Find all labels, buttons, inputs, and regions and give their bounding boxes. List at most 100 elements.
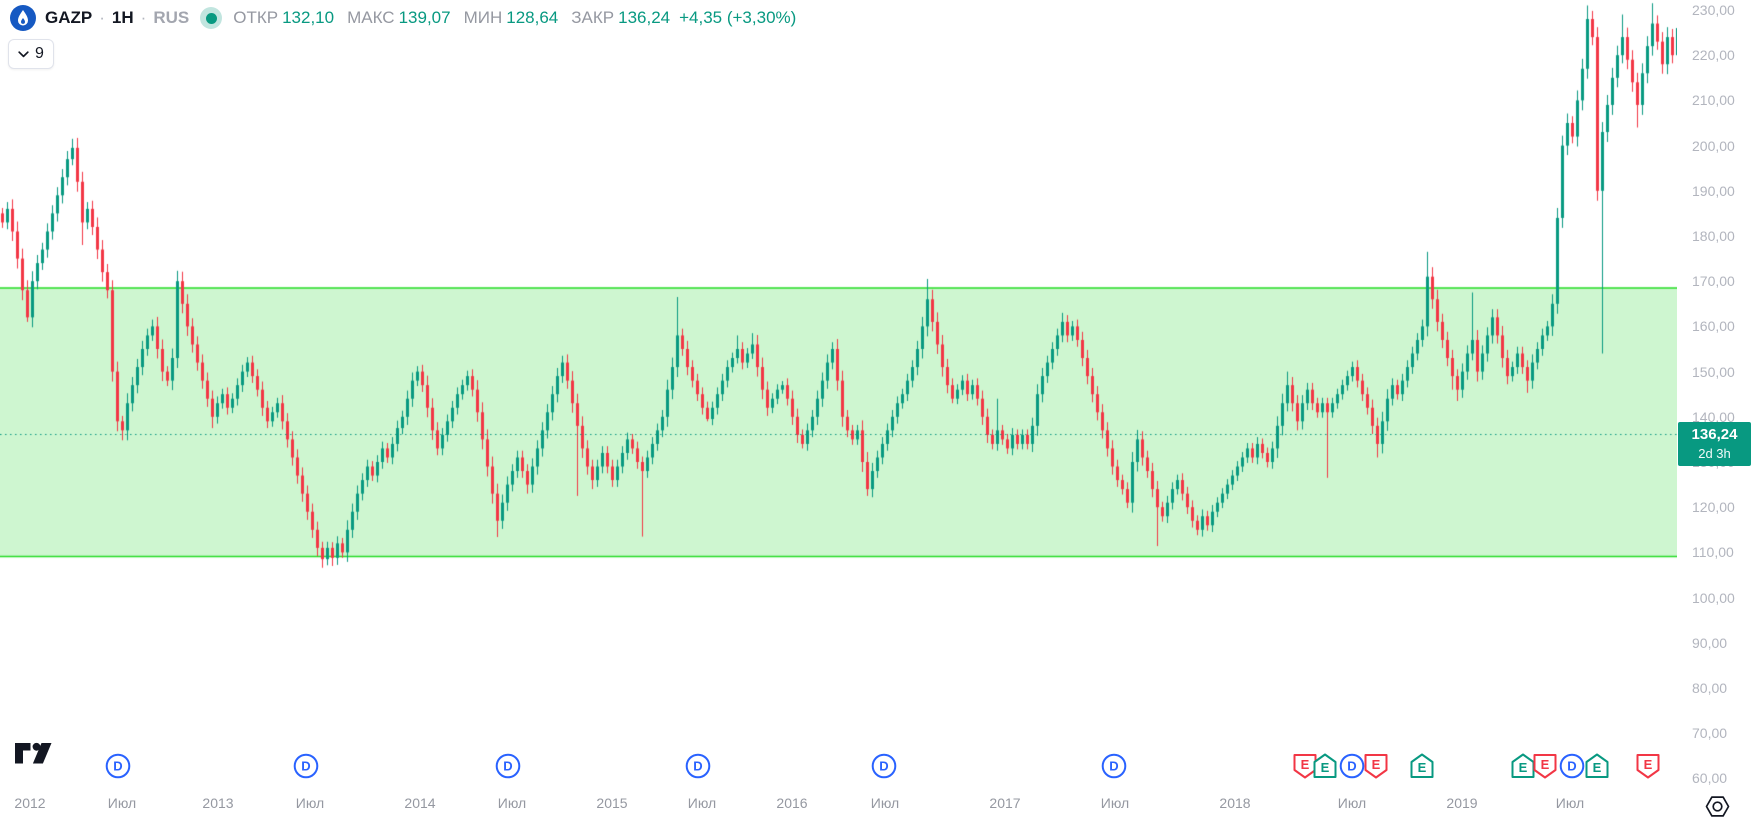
separator-dot: · (140, 8, 147, 27)
svg-text:E: E (1519, 760, 1528, 775)
market-status-icon[interactable] (200, 7, 223, 29)
time-axis-label: Июл (687, 795, 717, 811)
price-axis[interactable]: 230,00 220,00 210,00 200,00 190,00 180,00 170,… (1677, 0, 1753, 823)
last-price-value: 136,24 (1691, 425, 1738, 443)
earnings-up-badge[interactable]: E (1311, 752, 1339, 780)
svg-text:E: E (1301, 757, 1310, 772)
price-axis-label: 70,00 (1692, 725, 1728, 742)
svg-text:D: D (1109, 759, 1118, 774)
ohlc-pair: МИН 128,64 (464, 8, 559, 28)
ohlc-label: ОТКР (233, 8, 279, 27)
time-axis[interactable]: 2012 Июл 2013 Июл 2014 Июл 2015 Июл 2016 Июл 2017 И… (0, 790, 1753, 823)
ohlc-label: МАКС (347, 8, 395, 27)
price-axis-label: 140,00 (1692, 408, 1735, 425)
time-axis-label: 2017 (989, 795, 1021, 811)
time-axis-label: Июл (107, 795, 137, 811)
svg-text:E: E (1418, 760, 1427, 775)
candlestick-chart-canvas[interactable] (0, 0, 1677, 823)
bar-count-chip[interactable]: 9 (8, 39, 54, 69)
time-axis-label: Июл (295, 795, 325, 811)
chevron-down-icon (18, 50, 29, 57)
gazprom-logo-icon (10, 5, 36, 31)
price-axis-label: 110,00 (1692, 544, 1734, 561)
price-axis-label: 170,00 (1692, 273, 1735, 290)
earnings-up-badge[interactable]: E (1583, 752, 1611, 780)
earnings-up-badge[interactable]: E (1509, 752, 1537, 780)
svg-text:E: E (1321, 760, 1330, 775)
time-axis-label: 2014 (404, 795, 436, 811)
time-axis-label: Июл (1337, 795, 1367, 811)
svg-text:D: D (1567, 759, 1576, 774)
ohlc-value: 139,07 (398, 8, 451, 27)
time-axis-label: 2013 (202, 795, 234, 811)
price-axis-label: 120,00 (1692, 499, 1735, 516)
time-axis-label: 2019 (1446, 795, 1478, 811)
market-status-dot (205, 12, 217, 24)
svg-text:D: D (301, 759, 310, 774)
price-axis-label: 200,00 (1692, 137, 1735, 154)
price-axis-label: 80,00 (1692, 680, 1728, 696)
svg-text:E: E (1372, 757, 1381, 772)
symbol-header: GAZP · 1H · RUS ОТКР 132,10 МАКС 139,07 МИН 1… (10, 5, 796, 31)
time-axis-label: 2015 (596, 795, 628, 811)
bar-count-value: 9 (35, 45, 44, 62)
price-axis-label: 160,00 (1692, 318, 1735, 335)
ohlc-label: МИН (463, 8, 503, 27)
dividend-badge[interactable]: D (1558, 752, 1586, 780)
bar-close-countdown: 2d 3h (1698, 445, 1731, 461)
price-axis-label: 60,00 (1692, 770, 1728, 787)
symbol-title-button[interactable]: GAZP · 1H · RUS (45, 8, 189, 28)
svg-text:E: E (1541, 757, 1550, 772)
ohlc-value: 128,64 (506, 8, 559, 27)
price-axis-label: 180,00 (1692, 228, 1735, 244)
earnings-down-badge[interactable]: E (1531, 752, 1559, 780)
ohlc-label: ЗАКР (571, 8, 615, 27)
dividend-badge[interactable]: D (870, 752, 898, 780)
ohlc-pair: ЗАКР 136,24 (571, 8, 670, 28)
price-axis-label: 210,00 (1692, 92, 1735, 109)
ohlc-value: 132,10 (282, 8, 335, 27)
dividend-badge[interactable]: D (1100, 752, 1128, 780)
price-axis-label: 150,00 (1692, 363, 1735, 380)
svg-text:D: D (693, 759, 702, 774)
time-axis-label: Июл (1100, 795, 1130, 811)
ohlc-readout: ОТКР 132,10 МАКС 139,07 МИН 128,64 ЗАКР 136,24 (233, 8, 670, 28)
time-axis-label: Июл (870, 795, 900, 811)
svg-text:D: D (879, 759, 888, 774)
svg-text:D: D (503, 759, 512, 774)
time-axis-label: 2016 (776, 795, 808, 811)
market-code: RUS (153, 8, 190, 27)
tradingview-logo-icon[interactable] (14, 742, 54, 770)
svg-text:D: D (113, 759, 122, 774)
svg-text:D: D (1347, 759, 1356, 774)
dividend-badge[interactable]: D (292, 752, 320, 780)
settings-gear-icon[interactable] (1704, 793, 1731, 823)
dividend-badge[interactable]: D (684, 752, 712, 780)
earnings-up-badge[interactable]: E (1408, 752, 1436, 780)
time-axis-label: 2018 (1219, 795, 1251, 811)
svg-text:E: E (1644, 757, 1653, 772)
dividend-badge[interactable]: D (494, 752, 522, 780)
symbol-name: GAZP (45, 8, 93, 27)
earnings-down-badge[interactable]: E (1362, 752, 1390, 780)
price-axis-label: 100,00 (1692, 589, 1735, 606)
dividend-badge[interactable]: D (104, 752, 132, 780)
time-axis-label: Июл (1555, 795, 1585, 811)
price-axis-label: 90,00 (1692, 634, 1728, 651)
interval-value[interactable]: 1H (111, 8, 134, 27)
separator-dot: · (99, 8, 105, 27)
time-axis-label: 2012 (14, 795, 46, 811)
price-axis-label: 190,00 (1692, 182, 1735, 199)
svg-text:E: E (1593, 760, 1602, 775)
last-price-label: 136,24 2d 3h (1678, 421, 1751, 466)
earnings-down-badge[interactable]: E (1634, 752, 1662, 780)
price-axis-label: 220,00 (1692, 47, 1735, 64)
dividend-badge[interactable]: D (1338, 752, 1366, 780)
change-value: +4,35 (+3,30%) (679, 8, 797, 27)
ohlc-pair: МАКС 139,07 (347, 8, 451, 28)
price-axis-label: 230,00 (1692, 2, 1735, 18)
earnings-down-badge[interactable]: E (1291, 752, 1319, 780)
time-axis-label: Июл (497, 795, 527, 811)
event-badges-row: D D D D D D E E D E E E E D E E (0, 752, 1753, 780)
